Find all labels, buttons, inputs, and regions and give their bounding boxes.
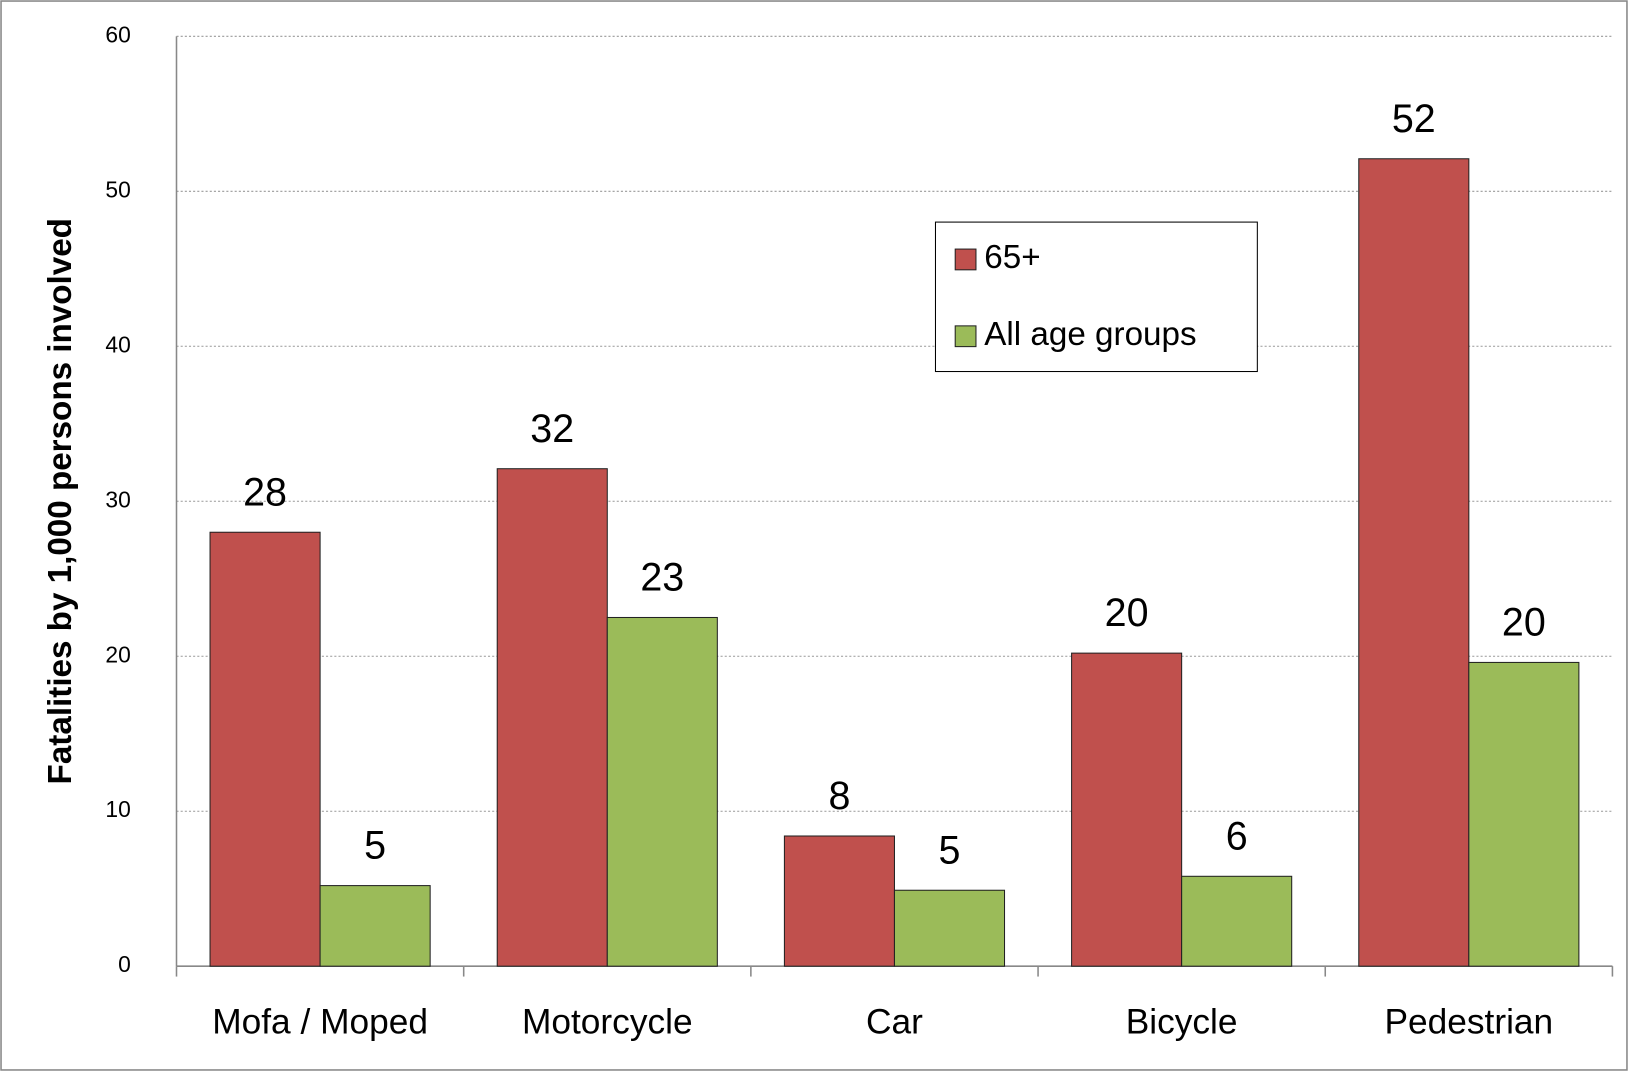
y-axis-title: Fatalities by 1,000 persons involved: [42, 218, 79, 784]
bar: [893, 889, 1006, 967]
data-label: 52: [1392, 97, 1436, 141]
bar: [496, 468, 608, 967]
bar: [319, 885, 431, 967]
legend-box: [934, 221, 1258, 373]
legend-label: 65+: [984, 239, 1040, 276]
data-label: 8: [828, 774, 850, 818]
data-label: 5: [939, 828, 961, 872]
y-tick-label: 20: [105, 641, 130, 667]
y-tick-label: 0: [118, 951, 131, 977]
y-tick-label: 30: [105, 486, 130, 512]
x-tick-label: Mofa / Moped: [212, 1003, 428, 1042]
x-tick-label: Car: [866, 1003, 923, 1042]
bar: [1358, 158, 1470, 967]
legend-swatch: [954, 325, 977, 348]
bar: [1071, 652, 1183, 967]
y-tick-label: 40: [105, 331, 130, 357]
bar: [1468, 661, 1580, 967]
x-tick-label: Motorcycle: [522, 1003, 693, 1042]
bar: [209, 531, 321, 967]
bar: [1181, 875, 1293, 967]
data-label: 28: [243, 470, 287, 514]
x-tick-label: Pedestrian: [1384, 1003, 1553, 1042]
data-label: 23: [640, 556, 684, 600]
legend-label: All age groups: [984, 316, 1196, 353]
data-label: 20: [1502, 600, 1546, 644]
data-label: 6: [1226, 814, 1248, 858]
y-tick-label: 60: [105, 21, 130, 47]
x-tick-label: Bicycle: [1126, 1003, 1238, 1042]
bar: [606, 616, 718, 967]
data-label: 20: [1105, 591, 1149, 635]
data-label: 5: [364, 824, 386, 868]
y-tick-label: 10: [105, 796, 130, 822]
legend-swatch: [954, 248, 977, 271]
bar: [783, 835, 895, 967]
y-tick-label: 50: [105, 176, 130, 202]
data-label: 32: [530, 407, 574, 451]
